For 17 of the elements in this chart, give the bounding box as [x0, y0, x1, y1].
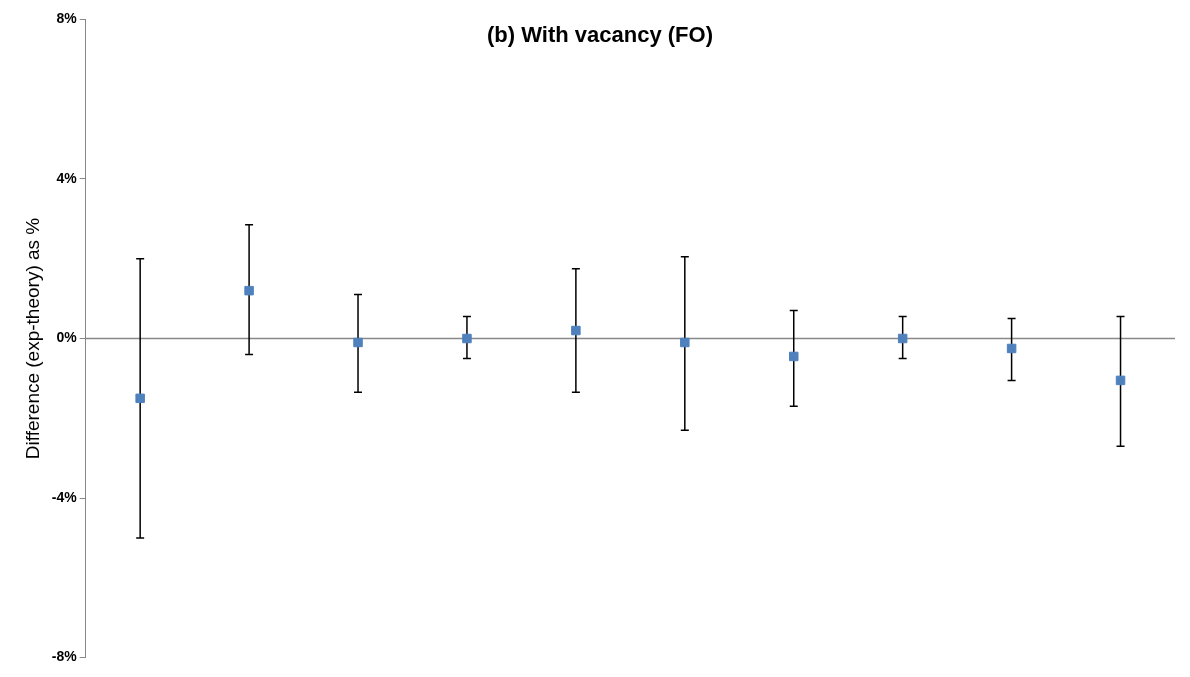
y-tick-label: 0%	[56, 329, 78, 346]
point	[1006, 343, 1017, 354]
point	[353, 337, 363, 348]
point	[789, 351, 799, 362]
point	[462, 333, 472, 344]
point	[680, 337, 690, 348]
point	[244, 285, 254, 296]
y-tick-label: -8%	[51, 648, 78, 665]
point	[1115, 375, 1126, 386]
y-axis-title: Difference (exp-theory) as %	[21, 217, 43, 460]
y-tick-label: 4%	[56, 169, 78, 186]
y-tick-label: 8%	[56, 10, 78, 27]
point	[135, 393, 145, 404]
y-tick-label: -4%	[51, 488, 78, 505]
point	[897, 333, 908, 344]
point	[571, 325, 581, 336]
chart-title: (b) With vacancy (FO)	[487, 22, 713, 48]
